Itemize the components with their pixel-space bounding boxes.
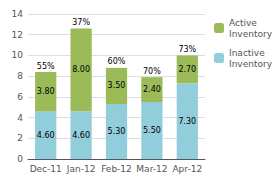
svg-text:Mar-12: Mar-12	[136, 164, 167, 174]
svg-text:60%: 60%	[108, 57, 126, 66]
svg-text:Active: Active	[229, 18, 257, 28]
svg-text:8: 8	[17, 71, 23, 81]
svg-text:12: 12	[12, 30, 23, 40]
svg-text:70%: 70%	[143, 67, 161, 76]
svg-text:3.80: 3.80	[37, 87, 55, 96]
svg-text:14: 14	[12, 9, 24, 19]
svg-text:73%: 73%	[178, 45, 196, 54]
svg-text:4.60: 4.60	[37, 131, 55, 140]
svg-text:2.40: 2.40	[143, 85, 161, 94]
svg-text:8.00: 8.00	[72, 65, 90, 74]
svg-text:5.30: 5.30	[108, 127, 126, 136]
svg-text:55%: 55%	[37, 62, 55, 71]
svg-text:Jan-12: Jan-12	[66, 164, 96, 174]
svg-text:Feb-12: Feb-12	[101, 164, 132, 174]
svg-text:Dec-11: Dec-11	[30, 164, 62, 174]
svg-text:10: 10	[12, 50, 24, 60]
svg-text:4.60: 4.60	[72, 131, 90, 140]
svg-text:7.30: 7.30	[178, 117, 196, 126]
svg-text:2: 2	[17, 133, 23, 143]
svg-text:0: 0	[17, 154, 23, 164]
svg-text:2.70: 2.70	[178, 65, 196, 74]
svg-text:5.50: 5.50	[143, 126, 161, 135]
svg-text:Inactive: Inactive	[229, 48, 265, 58]
svg-text:Inventory: Inventory	[229, 29, 273, 39]
svg-text:4: 4	[17, 113, 23, 123]
svg-text:6: 6	[17, 92, 23, 102]
svg-text:3.50: 3.50	[108, 81, 126, 90]
svg-text:Inventory: Inventory	[229, 59, 273, 69]
svg-text:Apr-12: Apr-12	[172, 164, 202, 174]
svg-text:37%: 37%	[72, 18, 90, 27]
